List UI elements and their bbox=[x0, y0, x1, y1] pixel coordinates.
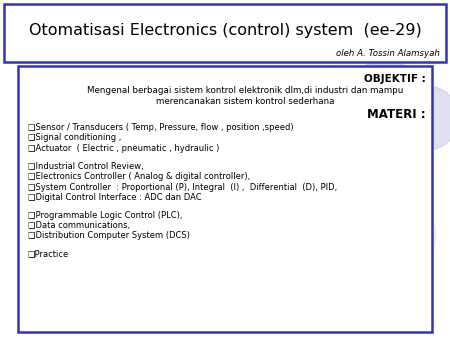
Text: ❑Industrial Control Review,: ❑Industrial Control Review, bbox=[28, 162, 144, 170]
Text: oleh A. Tossin Alamsyah: oleh A. Tossin Alamsyah bbox=[336, 49, 440, 58]
Text: MATERI :: MATERI : bbox=[367, 108, 426, 121]
Text: ❑Electronics Controller ( Analog & digital controller),: ❑Electronics Controller ( Analog & digit… bbox=[28, 172, 250, 181]
Text: Mengenal berbagai sistem kontrol elektronik dlm,di industri dan mampu: Mengenal berbagai sistem kontrol elektro… bbox=[87, 86, 403, 95]
Circle shape bbox=[395, 86, 450, 150]
Text: merencanakan sistem kontrol sederhana: merencanakan sistem kontrol sederhana bbox=[156, 97, 334, 106]
Text: Otomatisasi Electronics (control) system  (ee-29): Otomatisasi Electronics (control) system… bbox=[29, 23, 421, 38]
Text: ❑Distribution Computer System (DCS): ❑Distribution Computer System (DCS) bbox=[28, 232, 190, 241]
FancyBboxPatch shape bbox=[18, 66, 432, 332]
Text: ❑Signal conditioning ,: ❑Signal conditioning , bbox=[28, 134, 122, 143]
Text: OBJEKTIF :: OBJEKTIF : bbox=[364, 74, 426, 84]
Text: ❑Programmable Logic Control (PLC),: ❑Programmable Logic Control (PLC), bbox=[28, 211, 183, 219]
Text: ❑Sensor / Transducers ( Temp, Pressure, flow , position ,speed): ❑Sensor / Transducers ( Temp, Pressure, … bbox=[28, 123, 293, 132]
Circle shape bbox=[75, 175, 155, 255]
Circle shape bbox=[341, 61, 429, 149]
Text: ❑System Controller  : Proportional (P), Integral  (I) ,  Differential  (D), PID,: ❑System Controller : Proportional (P), I… bbox=[28, 183, 337, 192]
FancyBboxPatch shape bbox=[4, 4, 446, 62]
Text: ❑Practice: ❑Practice bbox=[28, 249, 69, 258]
Circle shape bbox=[364, 199, 436, 271]
Circle shape bbox=[288, 66, 372, 150]
Text: ❑Actuator  ( Electric , pneumatic , hydraulic ): ❑Actuator ( Electric , pneumatic , hydra… bbox=[28, 144, 220, 153]
Text: ❑Digital Control Interface : ADC dan DAC: ❑Digital Control Interface : ADC dan DAC bbox=[28, 193, 202, 202]
Text: ❑Data communications,: ❑Data communications, bbox=[28, 221, 130, 230]
